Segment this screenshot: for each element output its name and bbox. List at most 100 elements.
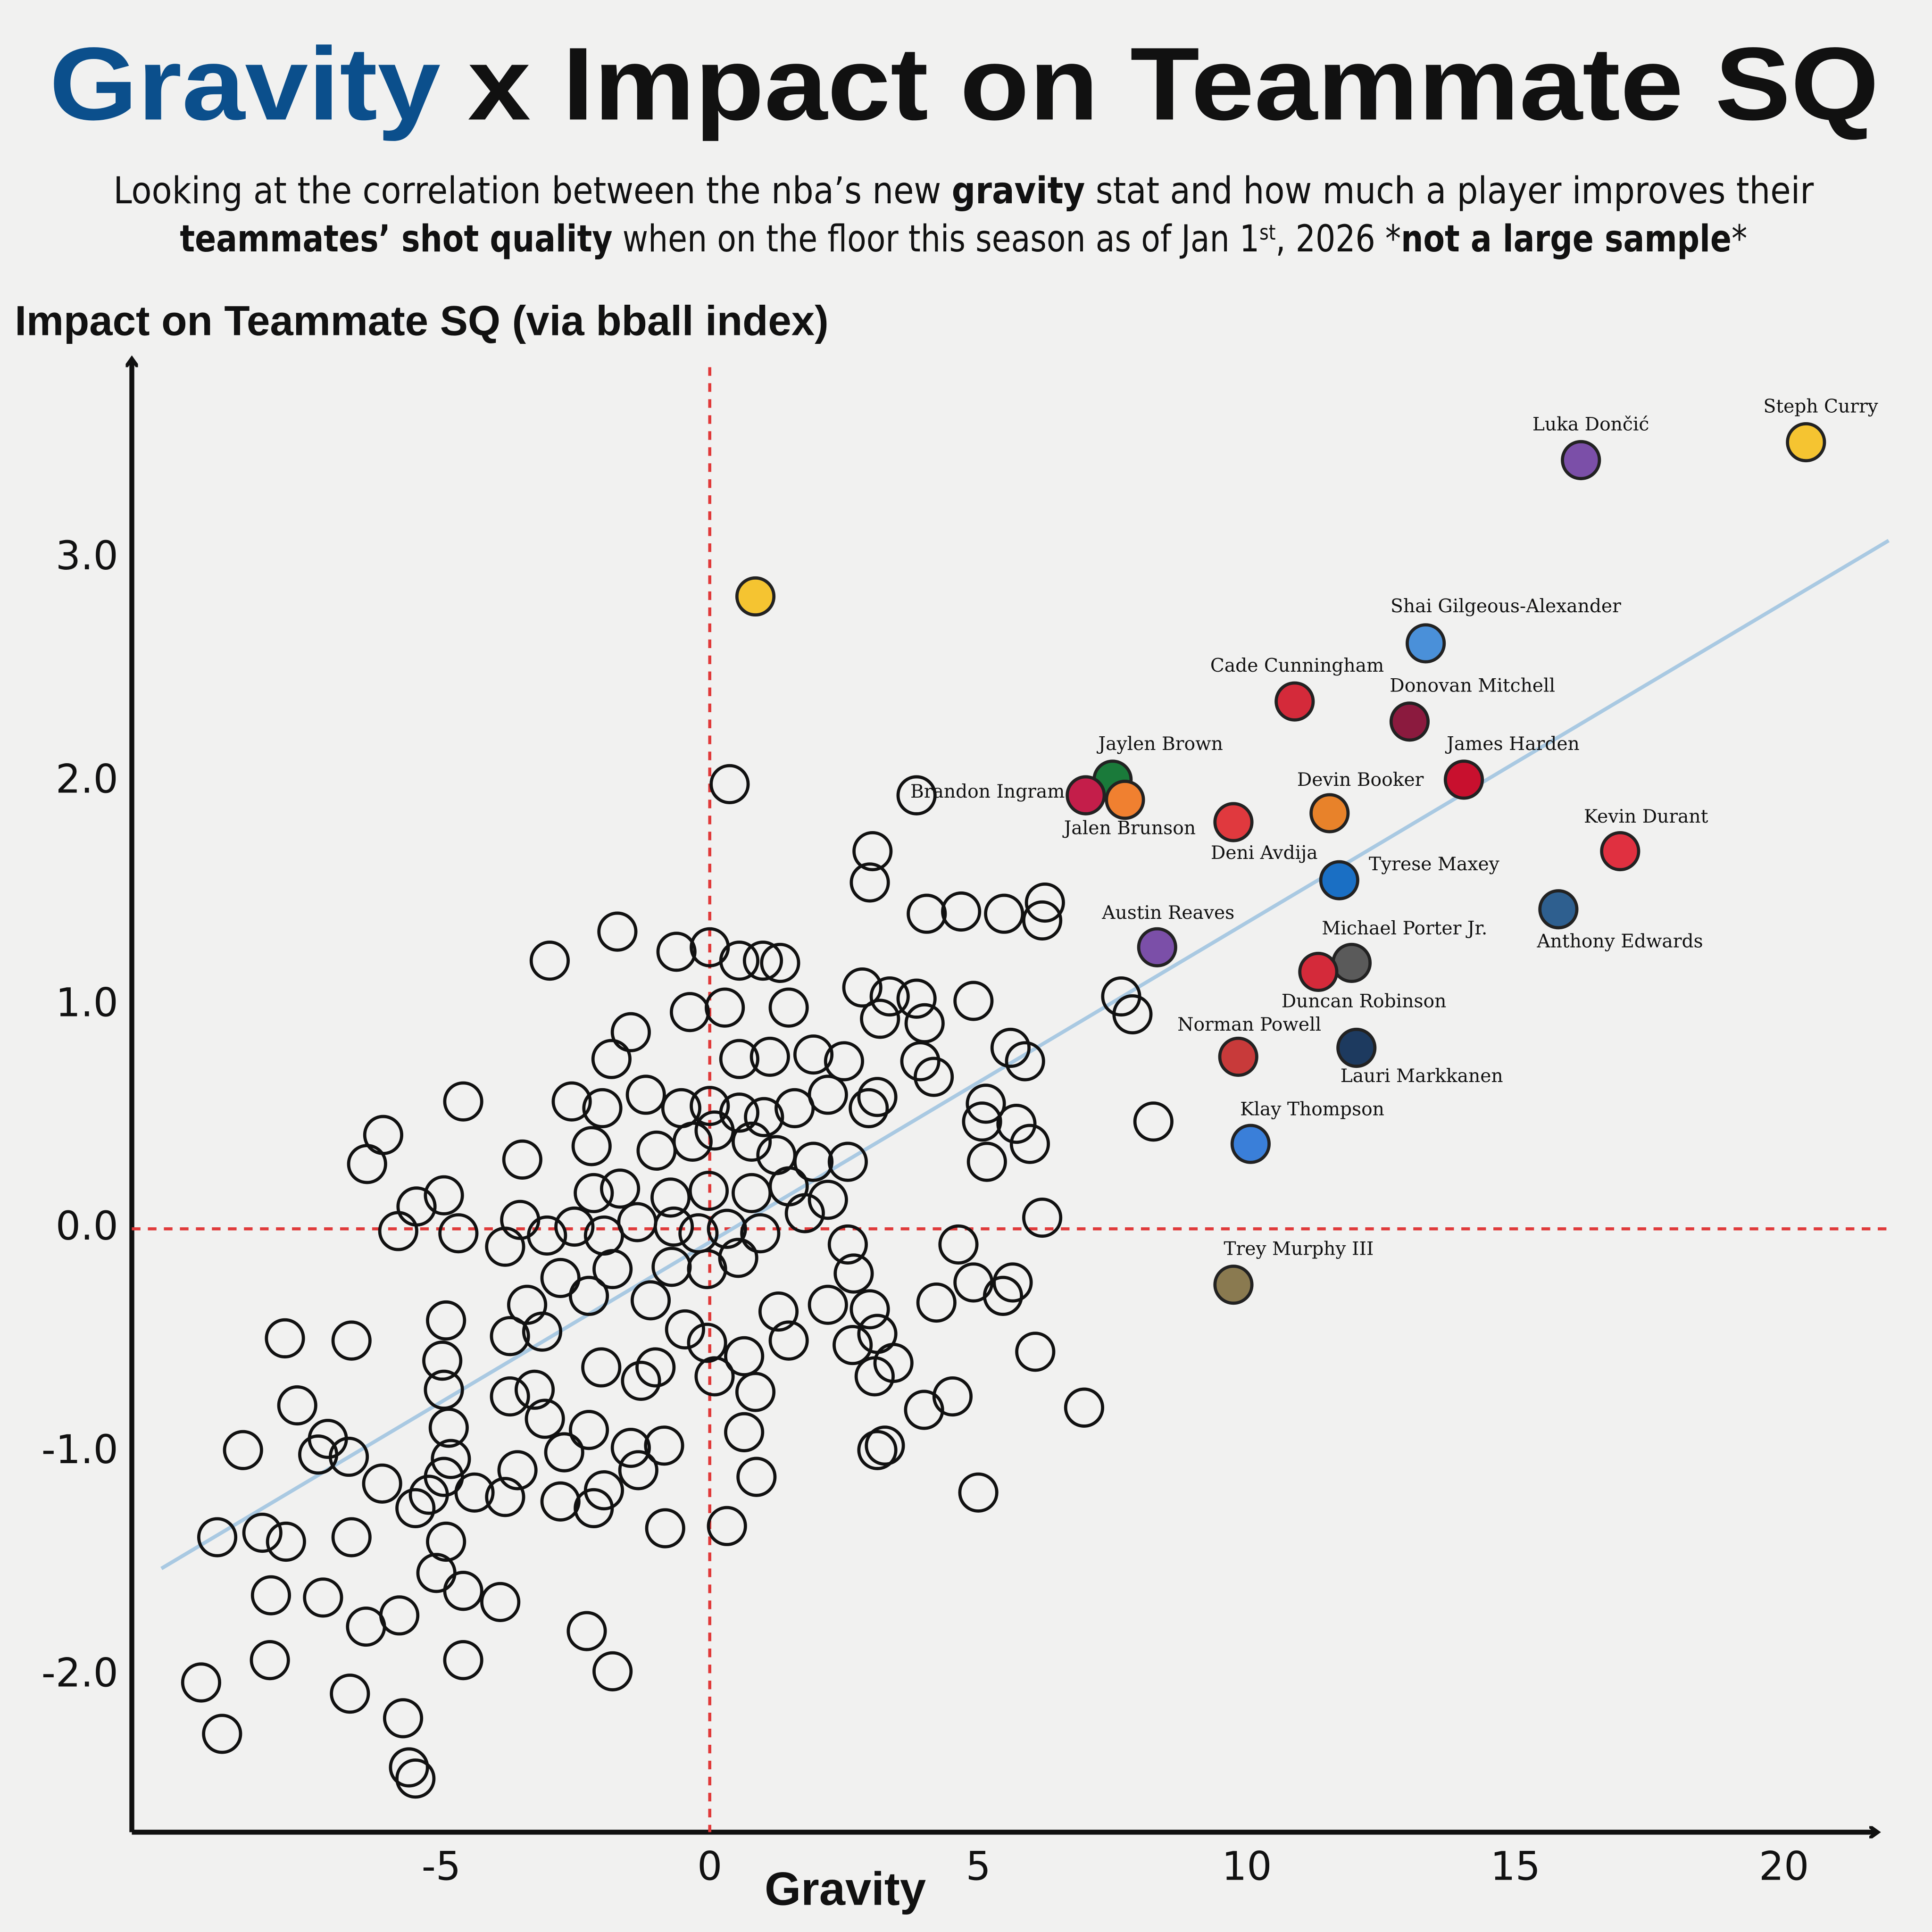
player-point [635, 1347, 676, 1388]
player-point [497, 1450, 538, 1491]
player-point [833, 1253, 874, 1294]
player-point [707, 1506, 747, 1546]
player-point [1112, 994, 1153, 1035]
y-axis-title: Impact on Teammate SQ (via bball index) [15, 298, 828, 344]
highlight-point [1137, 927, 1177, 967]
player-point [904, 1390, 944, 1430]
highlight-point [735, 576, 776, 617]
player-point [525, 1399, 565, 1439]
player-point [860, 999, 900, 1039]
player-point [328, 1436, 369, 1477]
player-point [827, 1141, 868, 1182]
player-point [833, 1325, 873, 1366]
player-point [938, 1224, 979, 1265]
player-point [625, 1074, 666, 1115]
player-point [953, 981, 994, 1021]
player-point [389, 1747, 429, 1788]
player-point [966, 1141, 1007, 1182]
x-tick-label: 0 [697, 1843, 722, 1890]
player-point [266, 1521, 306, 1562]
player-point [990, 1027, 1031, 1068]
player-point [424, 1369, 464, 1410]
player-point [694, 1356, 735, 1397]
y-tick-label: 3.0 [56, 533, 118, 579]
player-point [827, 1224, 868, 1265]
player-point [395, 1758, 436, 1799]
player-point [849, 862, 890, 903]
player-point [857, 1077, 898, 1117]
player-point [644, 1425, 684, 1466]
player-point [265, 1318, 305, 1358]
subtitle-run: gravity [952, 169, 1085, 212]
player-point [610, 1427, 651, 1468]
player-point [362, 1463, 402, 1504]
player-point [223, 1430, 263, 1470]
highlight-point [1066, 775, 1106, 816]
player-point [916, 1282, 957, 1323]
player-label: Michael Porter Jr. [1322, 918, 1487, 939]
player-point [331, 1517, 372, 1557]
player-point [502, 1139, 542, 1180]
player-point [331, 1320, 372, 1361]
player-label: Klay Thompson [1240, 1099, 1384, 1120]
y-tick-label: -2.0 [42, 1650, 118, 1696]
player-point [907, 893, 947, 934]
player-point [1015, 1332, 1056, 1372]
player-point [1064, 1387, 1104, 1428]
player-point [197, 1517, 238, 1557]
player-point [665, 1309, 705, 1350]
player-point [760, 942, 800, 983]
player-point [485, 1226, 525, 1267]
highlight-point [1538, 889, 1579, 930]
player-point [1024, 882, 1065, 923]
player-point [540, 1257, 581, 1299]
player-point [529, 941, 570, 981]
subtitle-line: teammates’ shot quality when on the floo… [180, 217, 1747, 260]
player-point [984, 893, 1024, 934]
player-point [731, 1121, 772, 1162]
x-axis-title: Gravity [765, 1863, 926, 1915]
player-point [735, 1372, 776, 1412]
player-point [250, 1640, 290, 1681]
highlight-point [1298, 951, 1339, 992]
player-point [1022, 900, 1063, 941]
highlight-point [1309, 793, 1350, 833]
highlight-point [1406, 623, 1446, 664]
player-point [962, 1101, 1002, 1142]
x-tick-label: 20 [1759, 1843, 1809, 1890]
player-point [379, 1595, 420, 1636]
player-label: Austin Reaves [1101, 902, 1234, 924]
player-point [740, 1213, 781, 1254]
title-highlight: Gravity [49, 26, 441, 142]
player-point [426, 1521, 466, 1562]
highlight-point [1213, 1265, 1254, 1305]
player-point [181, 1662, 221, 1703]
player-point [793, 1034, 834, 1075]
player-point [784, 1193, 825, 1233]
subtitle-run: Looking at the correlation between the n… [113, 169, 951, 212]
player-point [250, 1575, 291, 1616]
x-tick-label: 5 [966, 1843, 991, 1890]
subtitle-run: stat and how much a player improves thei… [1085, 169, 1814, 212]
player-point [808, 1284, 848, 1325]
player-point [454, 1472, 495, 1513]
highlight-point [1336, 1027, 1377, 1068]
y-tick-label: -1.0 [42, 1426, 118, 1473]
highlight-point [1600, 831, 1641, 872]
player-point [656, 932, 697, 972]
player-point [932, 1376, 973, 1417]
highlight-point [1389, 701, 1430, 742]
player-point [438, 1213, 479, 1254]
player-point [428, 1407, 469, 1448]
y-tick-label: 1.0 [56, 979, 118, 1025]
player-point [854, 1356, 895, 1397]
player-point [849, 1088, 889, 1128]
highlight-point [1274, 681, 1315, 722]
player-point [443, 1081, 483, 1122]
player-point [242, 1512, 283, 1553]
player-point [621, 1360, 661, 1401]
player-point [1133, 1101, 1174, 1142]
player-point [650, 1177, 691, 1218]
player-point [540, 1481, 581, 1522]
